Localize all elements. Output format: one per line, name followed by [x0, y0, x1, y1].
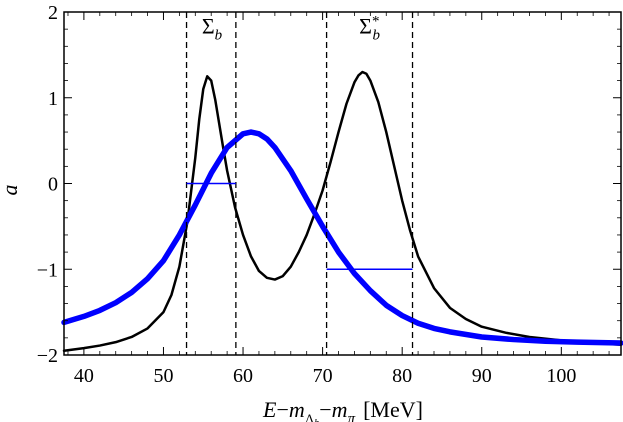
series-line-1: [62, 70, 623, 352]
x-tick-label: 50: [153, 365, 173, 387]
ticks-layer: [64, 11, 621, 356]
x-axis-title-minus: −: [277, 397, 289, 422]
y-tick-label: 2: [48, 2, 58, 24]
annotation-1: Σb: [202, 13, 223, 43]
labels-layer: 40 50 60 70 80 90 100 −2 −1 0 1 2 Σb Σ* b: [37, 2, 577, 387]
x-axis-title-m2: m: [332, 397, 348, 422]
y-tick-label: 0: [48, 174, 58, 196]
y-tick-label: −2: [37, 345, 58, 367]
x-tick-label: 80: [392, 365, 412, 387]
y-tick-label: 1: [48, 88, 58, 110]
annotation-2: Σ* b: [359, 13, 380, 43]
reference-lines-layer: [185, 12, 414, 355]
x-tick-label: 60: [233, 365, 253, 387]
y-axis-title: a: [0, 185, 22, 196]
x-axis-title-m: m: [289, 397, 305, 422]
x-tick-label: 100: [546, 365, 576, 387]
curves-layer: [61, 70, 623, 352]
x-tick-label: 70: [313, 365, 333, 387]
y-tick-label: −1: [37, 259, 58, 281]
x-axis-title-pi: π: [348, 411, 356, 422]
x-axis-title-unit: [MeV]: [363, 397, 423, 422]
x-axis-title-e: E: [262, 397, 277, 422]
plot-frame: [63, 11, 622, 356]
x-tick-label: 40: [74, 365, 94, 387]
series-line-2: [61, 129, 623, 346]
x-axis-title-minus2: −: [319, 397, 331, 422]
x-axis-title: E−mΛb−mπ[MeV]: [262, 397, 423, 422]
x-axis-title-lambda-sub: b: [314, 418, 319, 422]
x-tick-label: 90: [472, 365, 492, 387]
x-axis-title-lambda: Λ: [305, 411, 315, 422]
